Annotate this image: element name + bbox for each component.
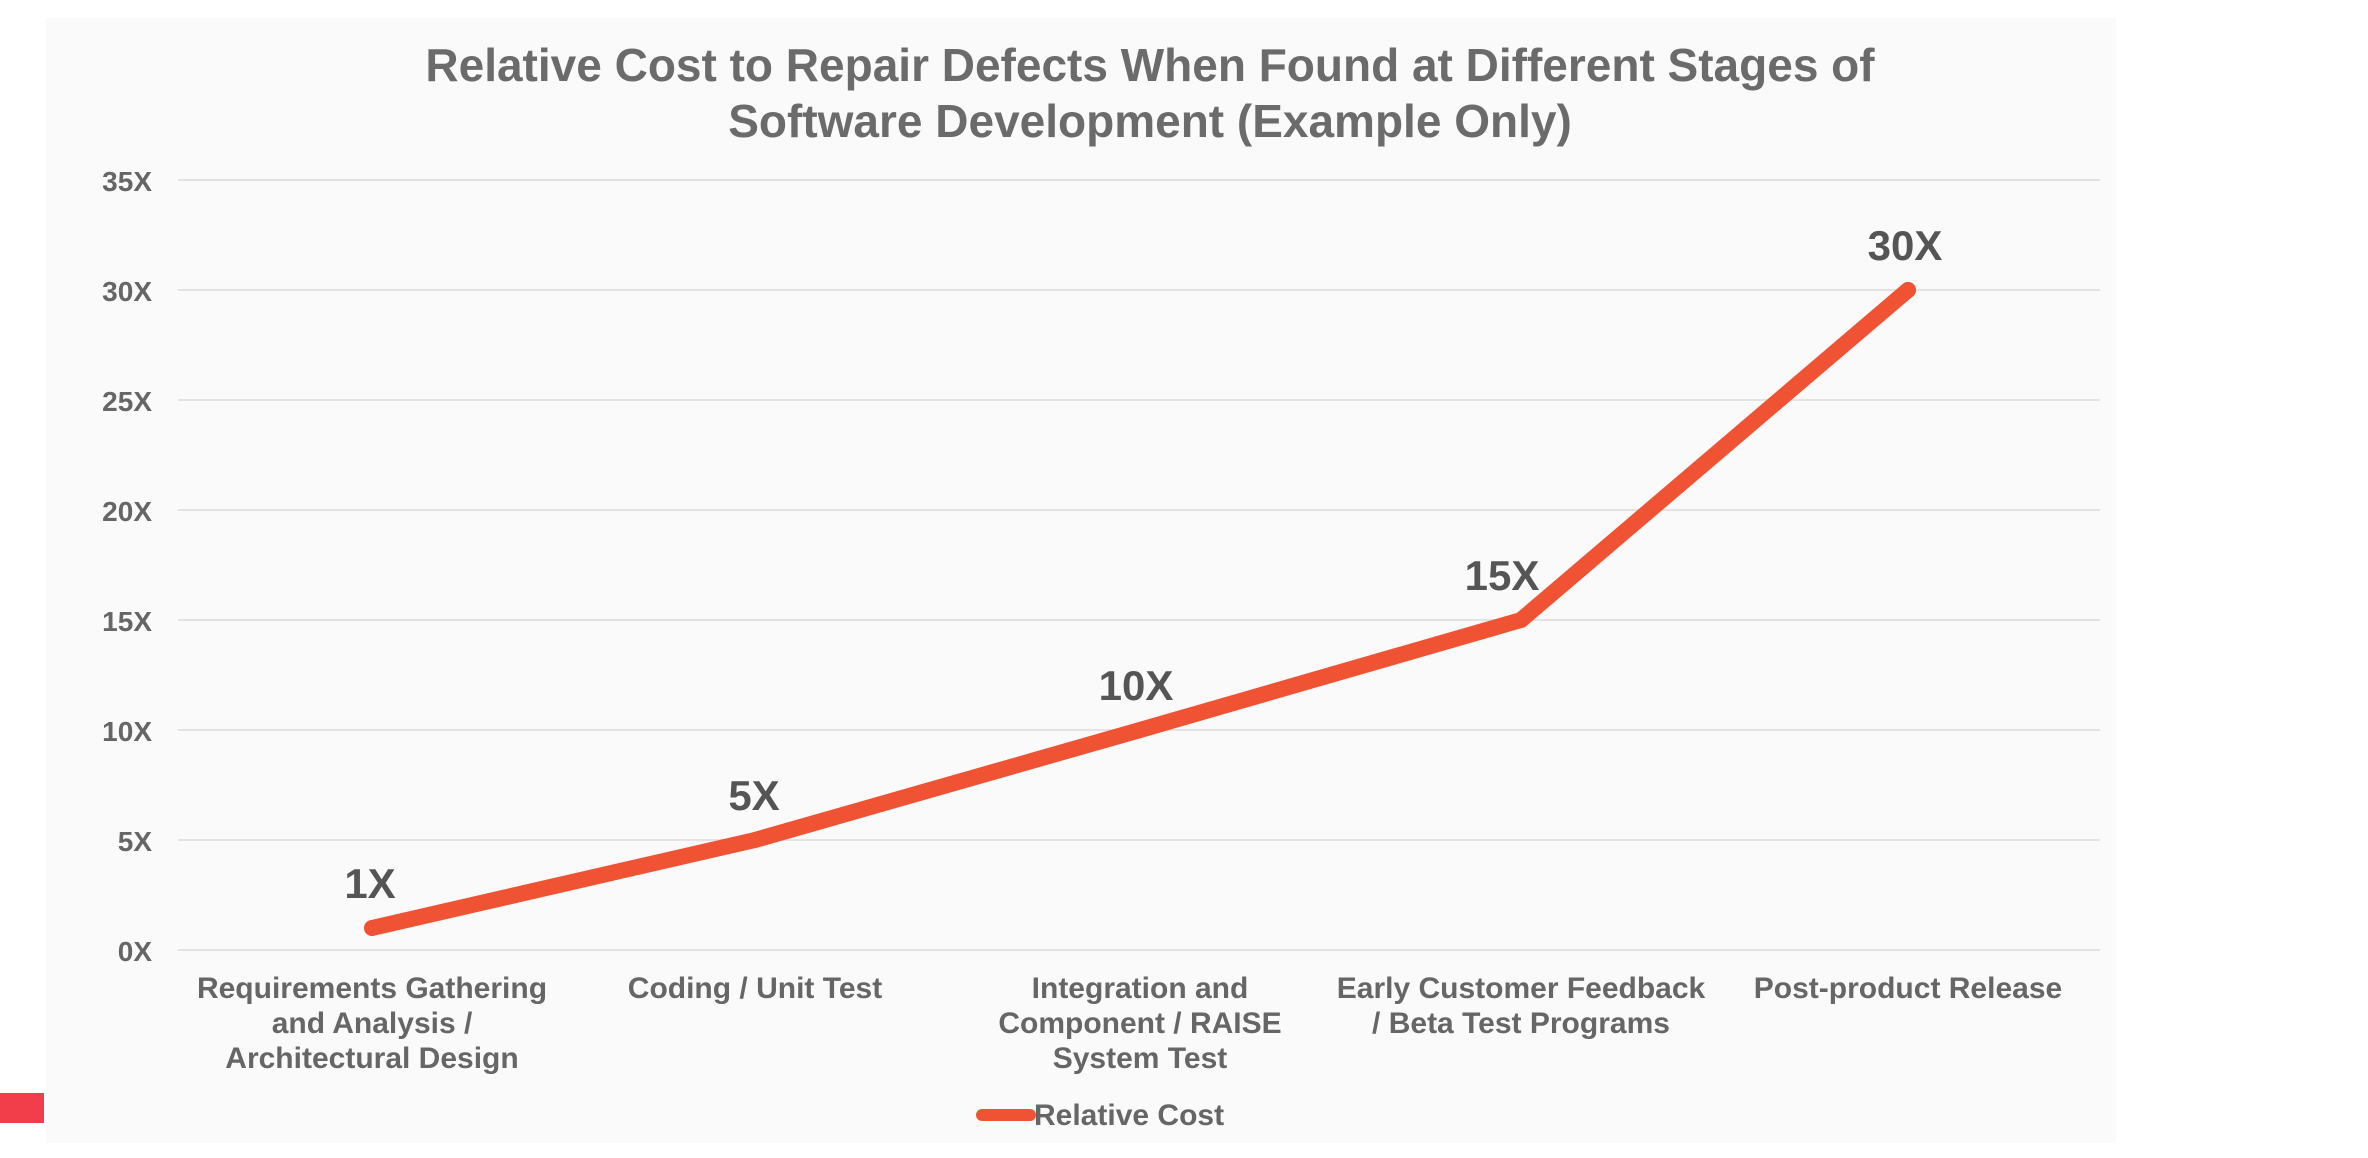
legend-label-relative-cost: Relative Cost: [1034, 1099, 1224, 1132]
x-tick-label: Component / RAISE: [998, 1007, 1281, 1040]
data-point: [747, 832, 763, 848]
series-line-relative-cost: [364, 282, 1916, 936]
data-label: 10X: [1099, 662, 1174, 709]
y-tick-label: 15X: [102, 606, 152, 637]
y-tick-label: 5X: [118, 826, 153, 857]
x-tick-label: Early Customer Feedback: [1337, 972, 1706, 1005]
x-tick-label: Integration and: [1032, 972, 1249, 1005]
data-label: 5X: [728, 772, 779, 819]
data-label: 30X: [1868, 222, 1943, 269]
x-tick-label: System Test: [1053, 1042, 1228, 1075]
y-tick-label: 0X: [118, 936, 153, 967]
data-point: [1132, 722, 1148, 738]
data-point: [1513, 612, 1529, 628]
chart-title-line-2: Software Development (Example Only): [728, 95, 1572, 147]
data-point: [364, 920, 380, 936]
accent-marker: [0, 1093, 44, 1123]
data-label: 1X: [344, 860, 395, 907]
y-tick-label: 30X: [102, 276, 152, 307]
data-label: 15X: [1465, 552, 1540, 599]
x-tick-label: Requirements Gathering: [197, 972, 547, 1005]
x-tick-label: Architectural Design: [225, 1042, 518, 1075]
x-tick-label: Post-product Release: [1754, 972, 2062, 1005]
y-tick-label: 10X: [102, 716, 152, 747]
y-tick-label: 35X: [102, 166, 152, 197]
x-tick-label: and Analysis /: [272, 1007, 473, 1040]
chart-title-line-1: Relative Cost to Repair Defects When Fou…: [425, 39, 1875, 91]
y-tick-label: 25X: [102, 386, 152, 417]
chart-panel: [46, 18, 2116, 1143]
x-tick-label: Coding / Unit Test: [628, 972, 882, 1005]
y-tick-label: 20X: [102, 496, 152, 527]
data-point: [1900, 282, 1916, 298]
x-tick-label: / Beta Test Programs: [1372, 1007, 1670, 1040]
